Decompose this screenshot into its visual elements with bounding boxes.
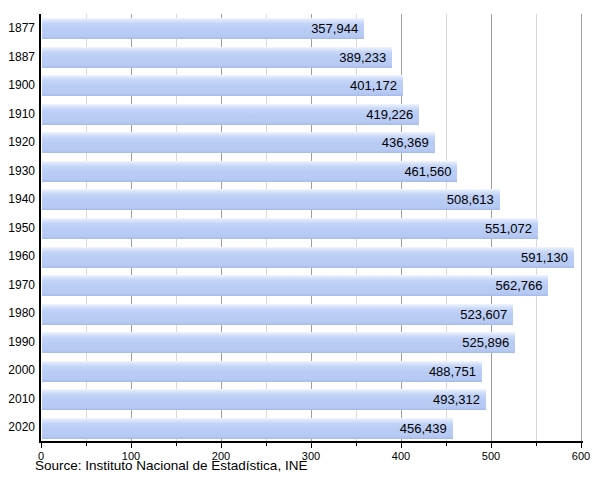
y-axis-label: 1900 — [0, 71, 35, 100]
y-axis-label: 1950 — [0, 214, 35, 243]
bar-value-label: 562,766 — [495, 278, 542, 293]
bar-row: 2020 456,439 — [0, 413, 600, 442]
x-tick-minor — [176, 443, 177, 446]
x-tick-minor — [536, 443, 537, 446]
bar-value-label: 419,226 — [366, 106, 413, 121]
bar-value-label: 523,607 — [460, 306, 507, 321]
bar: 461,560 — [42, 161, 457, 182]
bar: 389,233 — [42, 47, 392, 68]
y-axis-label: 1887 — [0, 43, 35, 72]
bar-value-label: 508,613 — [447, 192, 494, 207]
bar: 436,369 — [42, 132, 435, 153]
bar-value-label: 551,072 — [485, 220, 532, 235]
bar-row: 1980 523,607 — [0, 299, 600, 328]
bar-row: 1930 461,560 — [0, 157, 600, 186]
x-axis-tick-label: 400 — [392, 450, 410, 462]
x-tick-major — [131, 443, 132, 448]
y-axis-label: 1877 — [0, 14, 35, 43]
bar: 562,766 — [42, 275, 548, 296]
y-axis-label: 2020 — [0, 413, 35, 442]
bar: 401,172 — [42, 75, 403, 96]
bar: 357,944 — [42, 18, 364, 39]
bar: 525,896 — [42, 332, 515, 353]
y-axis-label: 1960 — [0, 242, 35, 271]
y-axis-label: 1980 — [0, 299, 35, 328]
bar-row: 1950 551,072 — [0, 214, 600, 243]
y-axis-line — [39, 14, 41, 443]
bar-value-label: 488,751 — [429, 363, 476, 378]
bar-row: 1920 436,369 — [0, 128, 600, 157]
y-axis-label: 1910 — [0, 100, 35, 129]
bar: 508,613 — [42, 189, 500, 210]
bar: 523,607 — [42, 304, 513, 325]
bar: 591,130 — [42, 247, 574, 268]
x-axis-tick-label: 500 — [482, 450, 500, 462]
bar-row: 2000 488,751 — [0, 356, 600, 385]
bar-row: 2010 493,312 — [0, 385, 600, 414]
x-tick-major — [491, 443, 492, 448]
x-tick-major — [401, 443, 402, 448]
y-axis-label: 1990 — [0, 328, 35, 357]
population-bar-chart: 1877 357,944 1887 389,233 1900 401,172 1910 419… — [0, 0, 600, 480]
y-axis-label: 1920 — [0, 128, 35, 157]
x-tick-major — [581, 443, 582, 448]
bar-row: 1940 508,613 — [0, 185, 600, 214]
y-axis-label: 1970 — [0, 271, 35, 300]
bar-row: 1887 389,233 — [0, 43, 600, 72]
bar-value-label: 525,896 — [462, 335, 509, 350]
x-axis-tick-label: 600 — [572, 450, 590, 462]
bar-row: 1910 419,226 — [0, 100, 600, 129]
y-axis-label: 1940 — [0, 185, 35, 214]
bar-row: 1877 357,944 — [0, 14, 600, 43]
bar: 493,312 — [42, 389, 486, 410]
x-tick-minor — [446, 443, 447, 446]
bar-value-label: 389,233 — [339, 49, 386, 64]
y-axis-label: 2000 — [0, 356, 35, 385]
x-tick-minor — [86, 443, 87, 446]
bar-value-label: 461,560 — [404, 163, 451, 178]
y-axis-label: 1930 — [0, 157, 35, 186]
bar-row: 1960 591,130 — [0, 242, 600, 271]
x-tick-major — [311, 443, 312, 448]
bar-value-label: 493,312 — [433, 392, 480, 407]
bar-value-label: 436,369 — [382, 135, 429, 150]
bar-value-label: 357,944 — [311, 21, 358, 36]
bar: 419,226 — [42, 104, 419, 125]
bar-row: 1900 401,172 — [0, 71, 600, 100]
bar-value-label: 456,439 — [400, 420, 447, 435]
bar: 456,439 — [42, 418, 453, 439]
x-tick-minor — [266, 443, 267, 446]
bar-row: 1990 525,896 — [0, 328, 600, 357]
bar: 551,072 — [42, 218, 538, 239]
bar-row: 1970 562,766 — [0, 271, 600, 300]
bar-value-label: 401,172 — [350, 78, 397, 93]
y-axis-label: 2010 — [0, 385, 35, 414]
bar: 488,751 — [42, 361, 482, 382]
x-tick-major — [221, 443, 222, 448]
x-tick-major — [41, 443, 42, 448]
x-tick-minor — [356, 443, 357, 446]
bar-value-label: 591,130 — [521, 249, 568, 264]
source-text: Source: Instituto Nacional de Estadístic… — [35, 458, 307, 473]
